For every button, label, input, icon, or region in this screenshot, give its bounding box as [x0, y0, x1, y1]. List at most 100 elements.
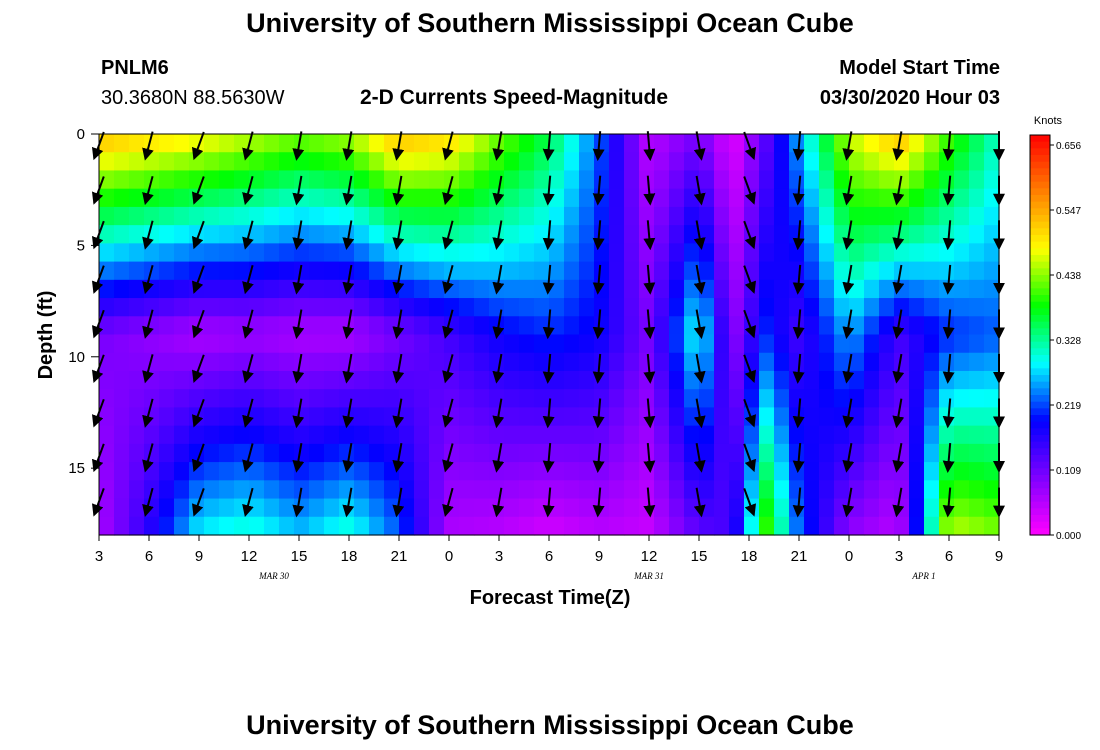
heatmap-cell: [474, 389, 490, 409]
heatmap-cell: [939, 152, 955, 172]
heatmap-cell: [309, 298, 325, 317]
heatmap-cell: [159, 389, 175, 409]
heatmap-cell: [759, 279, 775, 299]
heatmap-cell: [804, 170, 820, 190]
heatmap-cell: [669, 206, 685, 226]
heatmap-cell: [354, 261, 370, 281]
heatmap-cell: [789, 261, 805, 281]
heatmap-cell: [624, 334, 640, 354]
heatmap-cell: [819, 298, 835, 317]
heatmap-cell: [399, 480, 415, 500]
heatmap-cell: [909, 298, 925, 317]
heatmap-cell: [669, 261, 685, 281]
heatmap-cell: [714, 152, 730, 172]
heatmap-cell: [954, 352, 970, 372]
current-vector-arrow: [792, 487, 805, 518]
heatmap-cell: [759, 389, 775, 409]
heatmap-cell: [309, 188, 325, 208]
heatmap-cell: [324, 352, 340, 372]
heatmap-cell: [789, 389, 805, 409]
heatmap-cell: [444, 516, 460, 536]
heatmap-cell: [324, 152, 340, 172]
heatmap-cell: [339, 352, 355, 372]
heatmap-cell: [954, 498, 970, 518]
heatmap-cell: [594, 225, 610, 244]
current-vector-arrow: [191, 265, 205, 294]
colorbar-swatch: [1030, 341, 1050, 349]
heatmap-cell: [714, 279, 730, 299]
heatmap-cell: [369, 443, 385, 463]
heatmap-cell: [624, 516, 640, 536]
heatmap-cell: [144, 334, 160, 354]
heatmap-cell: [519, 334, 535, 354]
heatmap-cell: [669, 352, 685, 372]
heatmap-cell: [174, 279, 190, 299]
heatmap-cell: [399, 298, 415, 317]
heatmap-cell: [339, 298, 355, 317]
heatmap-cell: [804, 152, 820, 172]
heatmap-cell: [714, 443, 730, 463]
heatmap-cell: [459, 462, 475, 481]
heatmap-cell: [309, 334, 325, 354]
heatmap-cell: [204, 188, 220, 208]
current-vector-arrow: [91, 265, 105, 294]
heatmap-cell: [984, 225, 1000, 244]
heatmap-cell: [714, 389, 730, 409]
heatmap-cell: [654, 480, 670, 500]
heatmap-cell: [954, 462, 970, 481]
heatmap-cell: [909, 334, 925, 354]
colorbar-swatch: [1030, 228, 1050, 236]
heatmap-cell: [204, 498, 220, 518]
colorbar-swatch: [1030, 268, 1050, 276]
current-vector-arrow: [292, 175, 305, 206]
heatmap-cell: [129, 316, 145, 336]
current-vector-arrow: [592, 264, 605, 295]
heatmap-cell: [204, 443, 220, 463]
heatmap-cell: [459, 425, 475, 445]
heatmap-cell: [879, 206, 895, 226]
current-vector-arrow: [792, 220, 805, 251]
heatmap-cell: [774, 316, 790, 336]
heatmap-cell: [789, 334, 805, 354]
heatmap-cell: [324, 279, 340, 299]
heatmap-cell: [159, 407, 175, 427]
heatmap-cell: [924, 152, 940, 172]
colorbar-swatch: [1030, 495, 1050, 503]
heatmap-cell: [504, 279, 520, 299]
heatmap-cell: [459, 370, 475, 390]
heatmap-cell: [399, 498, 415, 518]
current-vector-arrow: [191, 443, 205, 473]
heatmap-cell: [669, 243, 685, 263]
heatmap-cell: [624, 316, 640, 336]
current-vector-arrow: [842, 398, 855, 429]
heatmap-cell: [459, 298, 475, 317]
heatmap-cell: [219, 352, 235, 372]
heatmap-cell: [834, 352, 850, 372]
heatmap-cell: [474, 352, 490, 372]
heatmap-cell: [279, 462, 295, 481]
heatmap-cell: [369, 170, 385, 190]
colorbar-swatch: [1030, 221, 1050, 229]
heatmap-cell: [534, 480, 550, 500]
heatmap-cell: [174, 170, 190, 190]
heatmap-cell: [414, 188, 430, 208]
heatmap-cell: [639, 170, 655, 190]
heatmap-cell: [624, 298, 640, 317]
heatmap-cell: [594, 188, 610, 208]
current-vector-arrow: [492, 443, 505, 473]
heatmap-cell: [579, 480, 595, 500]
current-vector-arrow: [743, 131, 757, 161]
heatmap-cell: [759, 134, 775, 153]
heatmap-cell: [729, 316, 745, 336]
x-tick-label: 3: [895, 548, 903, 565]
heatmap-cell: [969, 279, 985, 299]
heatmap-cell: [234, 206, 250, 226]
heatmap-cell: [834, 334, 850, 354]
heatmap-cell: [789, 480, 805, 500]
heatmap-cell: [129, 170, 145, 190]
heatmap-cell: [969, 389, 985, 409]
colorbar-swatch: [1030, 295, 1050, 303]
heatmap-cell: [744, 443, 760, 463]
heatmap-cell: [744, 334, 760, 354]
heatmap-cell: [504, 370, 520, 390]
